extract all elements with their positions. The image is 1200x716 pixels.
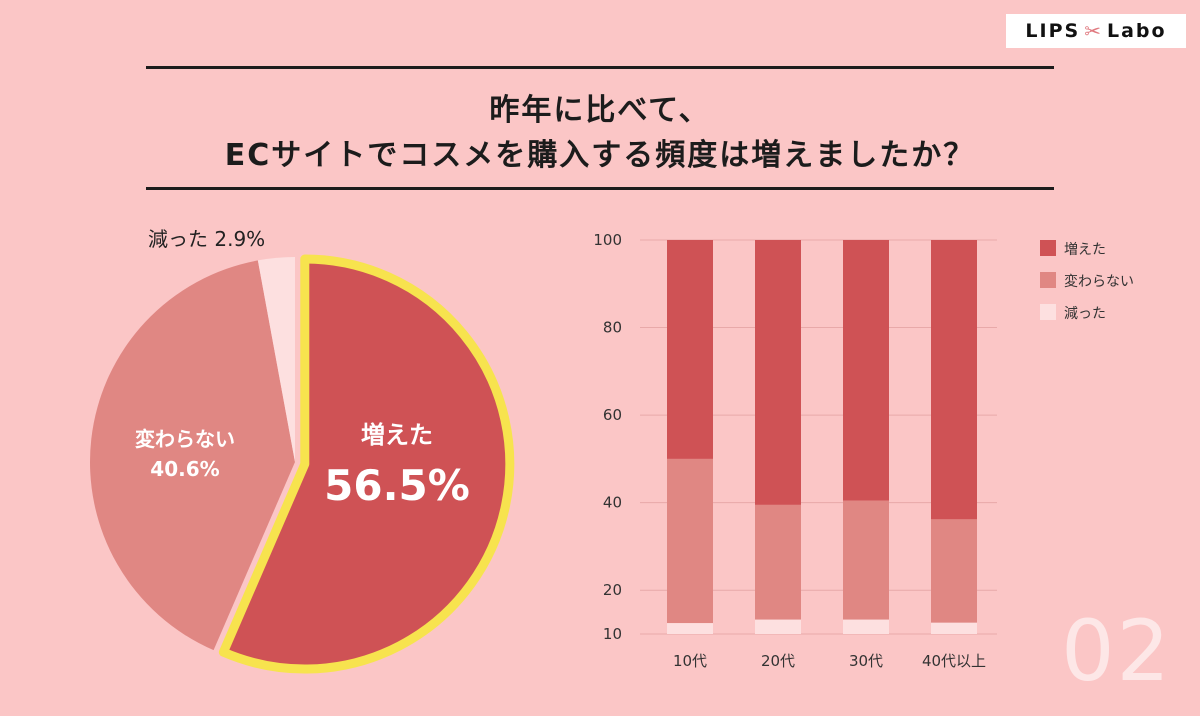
ytick-80: 80 — [603, 319, 622, 337]
bar-0-1 — [667, 458, 713, 624]
title-rule-bottom — [146, 187, 1054, 190]
pie-slice-1 — [89, 260, 295, 651]
bar-1-0 — [755, 619, 801, 634]
title-rule-top — [146, 66, 1054, 69]
ytick-60: 60 — [603, 406, 622, 424]
title-line-2: ECサイトでコスメを購入する頻度は増えましたか？ — [224, 138, 976, 173]
legend-swatch-1 — [1040, 272, 1056, 288]
pie-label-decreased: 減った 2.9% — [148, 227, 265, 251]
pie-value-unchanged: 40.6% — [150, 457, 219, 481]
ribbon-icon: ✂ — [1084, 19, 1103, 43]
bar-3-1 — [931, 519, 977, 623]
pie-label-unchanged: 変わらない — [135, 427, 235, 451]
xtick-1: 20代 — [761, 652, 795, 670]
pie-label-increased: 増えた — [361, 421, 433, 449]
bar-1-1 — [755, 504, 801, 620]
legend-label-1: 変わらない — [1064, 273, 1134, 290]
bar-0-0 — [667, 623, 713, 634]
brand-right: Labo — [1106, 20, 1167, 42]
page-number: 02 — [1061, 602, 1172, 700]
pie-slice-2 — [257, 257, 295, 462]
ytick-100: 100 — [593, 231, 622, 249]
title-line-1: 昨年に比べて、 — [489, 93, 711, 128]
bar-3-0 — [931, 622, 977, 634]
legend-label-0: 増えた — [1064, 242, 1106, 258]
ytick-40: 40 — [603, 494, 622, 512]
xtick-2: 30代 — [849, 652, 883, 670]
bar-1-2 — [755, 240, 801, 505]
brand-left: LIPS — [1025, 20, 1081, 42]
xtick-0: 10代 — [673, 652, 707, 670]
legend-label-2: 減った — [1064, 305, 1106, 322]
bar-3-2 — [931, 240, 977, 520]
ytick-10: 10 — [603, 625, 622, 643]
bar-2-1 — [843, 500, 889, 620]
bar-2-2 — [843, 240, 889, 501]
pie-slice-0 — [218, 254, 515, 674]
bar-0-2 — [667, 240, 713, 459]
page-title: 昨年に比べて、 ECサイトでコスメを購入する頻度は増えましたか？ — [146, 88, 1054, 178]
ytick-20: 20 — [603, 581, 622, 599]
legend-swatch-0 — [1040, 240, 1056, 256]
legend-swatch-2 — [1040, 304, 1056, 320]
brand-logo: LIPS ✂ Labo — [1006, 14, 1186, 48]
pie-value-increased: 56.5% — [324, 461, 470, 510]
xtick-3: 40代以上 — [922, 652, 986, 670]
pie-chart: 増えた 56.5% 変わらない 40.6% 減った 2.9% — [89, 227, 515, 674]
bar-2-0 — [843, 619, 889, 634]
